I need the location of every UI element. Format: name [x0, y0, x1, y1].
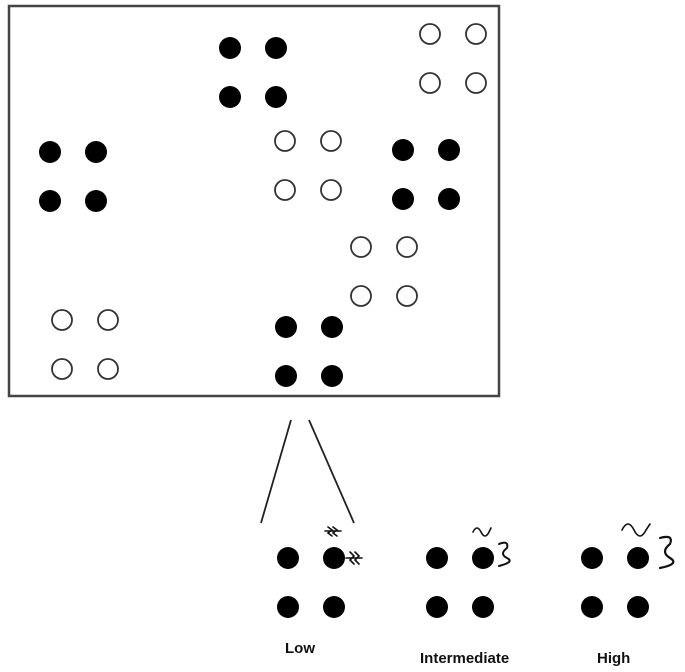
hollow-particle: [274, 130, 296, 152]
filled-particle: [426, 547, 448, 569]
cluster-h: [275, 316, 343, 387]
filled-particle: [39, 190, 61, 212]
hollow-particle: [350, 285, 372, 307]
filled-particle: [392, 139, 414, 161]
filled-particle: [277, 596, 299, 618]
filled-particle: [265, 86, 287, 108]
particle-clusters: [39, 23, 487, 387]
cluster-d: [274, 130, 342, 201]
filled-particle: [472, 547, 494, 569]
filled-particle: [275, 365, 297, 387]
label-high: High: [597, 650, 631, 667]
filled-particle: [321, 316, 343, 338]
filled-particle: [39, 141, 61, 163]
filled-particle: [85, 190, 107, 212]
filled-particle: [219, 37, 241, 59]
hollow-particle: [396, 285, 418, 307]
hollow-particle: [51, 358, 73, 380]
filled-particle: [265, 37, 287, 59]
hollow-particle: [97, 358, 119, 380]
hollow-particle: [320, 130, 342, 152]
filled-particle: [438, 139, 460, 161]
hollow-particle: [396, 236, 418, 258]
hollow-particle: [419, 72, 441, 94]
filled-particle: [323, 547, 345, 569]
cluster-a: [219, 37, 287, 108]
vibration-intermediate-marks: [472, 527, 511, 567]
sample-box: [7, 4, 501, 398]
filled-particle: [581, 547, 603, 569]
filled-particle: [426, 596, 448, 618]
hollow-particle: [97, 309, 119, 331]
cluster-g: [51, 309, 119, 380]
filled-particle: [219, 86, 241, 108]
cluster-f: [350, 236, 418, 307]
filled-particle: [277, 547, 299, 569]
filled-particle: [438, 188, 460, 210]
label-intermediate: Intermediate: [420, 650, 510, 667]
level-intermediate-cluster: [426, 527, 511, 618]
hollow-particle: [350, 236, 372, 258]
zoom-line-right: [308, 419, 355, 524]
cluster-c: [39, 141, 107, 212]
filled-particle: [581, 596, 603, 618]
cluster-e: [392, 139, 460, 210]
vibration-high-marks: [621, 523, 675, 570]
hollow-particle: [51, 309, 73, 331]
filled-particle: [323, 596, 345, 618]
filled-particle: [472, 596, 494, 618]
hollow-particle: [274, 179, 296, 201]
vibration-levels: [277, 523, 675, 618]
filled-particle: [85, 141, 107, 163]
zoom-line-left: [260, 419, 292, 524]
vibration-low-marks: [324, 526, 363, 565]
filled-particle: [392, 188, 414, 210]
filled-particle: [275, 316, 297, 338]
filled-particle: [627, 596, 649, 618]
hollow-particle: [465, 23, 487, 45]
filled-particle: [627, 547, 649, 569]
label-low: Low: [285, 640, 315, 657]
hollow-particle: [419, 23, 441, 45]
level-low-cluster: [277, 526, 363, 618]
level-high-cluster: [581, 523, 675, 618]
cluster-b: [419, 23, 487, 94]
hollow-particle: [320, 179, 342, 201]
hollow-particle: [465, 72, 487, 94]
filled-particle: [321, 365, 343, 387]
